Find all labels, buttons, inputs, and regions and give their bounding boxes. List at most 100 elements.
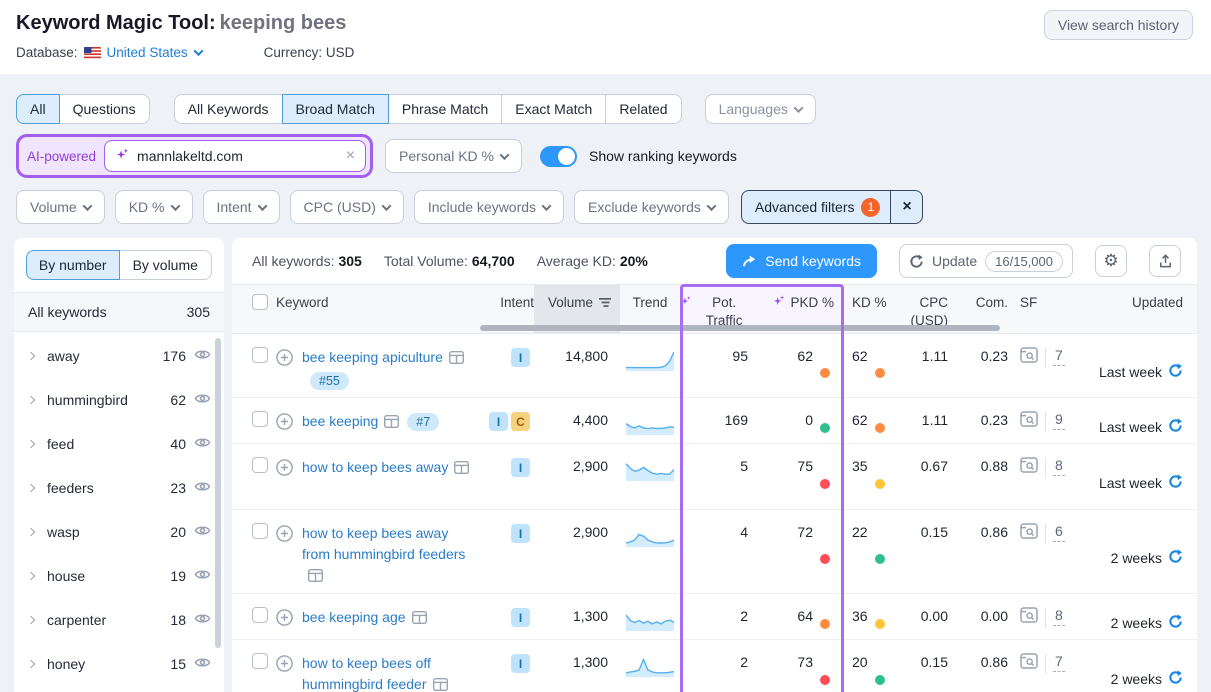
table-row[interactable]: how to keep bees away from hummingbird f…: [232, 510, 1197, 594]
horizontal-scrollbar[interactable]: [480, 325, 1000, 331]
sidebar-group-feed[interactable]: feed 40: [14, 422, 224, 466]
row-checkbox[interactable]: [252, 607, 268, 623]
refresh-row-icon[interactable]: [1168, 418, 1183, 436]
sort-by-number-button[interactable]: By number: [26, 250, 120, 280]
serp-preview-icon[interactable]: [411, 609, 427, 630]
exclude-keywords-dropdown[interactable]: Exclude keywords: [574, 190, 729, 224]
table-row[interactable]: bee keeping apiculture #55 I 14,800 95 62…: [232, 334, 1197, 398]
row-checkbox[interactable]: [252, 411, 268, 427]
sidebar-group-honey[interactable]: honey 15: [14, 642, 224, 686]
volume-filter-dropdown[interactable]: Volume: [16, 190, 105, 224]
add-keyword-icon[interactable]: [276, 459, 293, 509]
serp-features-count[interactable]: 7: [1053, 653, 1065, 672]
table-row[interactable]: bee keeping age I 1,300 2 64 36 0.00 0.0…: [232, 594, 1197, 640]
eye-icon[interactable]: [194, 524, 211, 540]
refresh-row-icon[interactable]: [1168, 363, 1183, 381]
sidebar-group-wasp[interactable]: wasp 20: [14, 510, 224, 554]
row-checkbox[interactable]: [252, 457, 268, 473]
sidebar-group-house[interactable]: house 19: [14, 554, 224, 598]
clear-input-icon[interactable]: ×: [345, 147, 356, 164]
serp-preview-icon[interactable]: [448, 349, 464, 370]
keyword-link[interactable]: bee keeping: [302, 413, 379, 429]
refresh-row-icon[interactable]: [1168, 474, 1183, 492]
eye-icon[interactable]: [194, 656, 211, 672]
serp-preview-icon[interactable]: [307, 567, 324, 588]
tab-all[interactable]: All: [16, 94, 60, 124]
intent-filter-dropdown[interactable]: Intent: [202, 190, 280, 224]
col-kd[interactable]: KD %: [852, 295, 887, 310]
serp-features-icon[interactable]: [1020, 457, 1038, 476]
languages-dropdown[interactable]: Languages: [704, 94, 816, 124]
tab-related[interactable]: Related: [605, 94, 682, 124]
serp-features-count[interactable]: 8: [1053, 457, 1065, 476]
keyword-link[interactable]: how to keep bees off hummingbird feeder: [302, 655, 431, 692]
refresh-row-icon[interactable]: [1168, 614, 1183, 632]
sidebar-group-feeders[interactable]: feeders 23: [14, 466, 224, 510]
tab-all-keywords[interactable]: All Keywords: [173, 94, 283, 124]
sidebar-group-carpenter[interactable]: carpenter 18: [14, 598, 224, 642]
eye-icon[interactable]: [194, 436, 211, 452]
keyword-link[interactable]: bee keeping apiculture: [302, 349, 443, 365]
keyword-link[interactable]: bee keeping age: [302, 609, 406, 625]
col-intent[interactable]: Intent: [500, 295, 534, 310]
database-selector[interactable]: United States: [107, 45, 204, 60]
add-keyword-icon[interactable]: [276, 609, 293, 639]
col-keyword[interactable]: Keyword: [276, 295, 329, 310]
cpc-filter-dropdown[interactable]: CPC (USD): [289, 190, 404, 224]
sort-by-volume-button[interactable]: By volume: [118, 250, 212, 280]
sidebar-group-pool[interactable]: pool11: [14, 686, 224, 692]
table-row[interactable]: how to keep bees away I 2,900 5 75 35 0.…: [232, 444, 1197, 510]
tab-exact-match[interactable]: Exact Match: [501, 94, 607, 124]
advanced-filters-button[interactable]: Advanced filters 1: [740, 190, 892, 224]
eye-icon[interactable]: [194, 612, 211, 628]
serp-features-icon[interactable]: [1020, 653, 1038, 672]
add-keyword-icon[interactable]: [276, 525, 293, 593]
serp-features-count[interactable]: 9: [1053, 411, 1065, 430]
add-keyword-icon[interactable]: [276, 413, 293, 443]
serp-features-icon[interactable]: [1020, 411, 1038, 430]
keyword-link[interactable]: how to keep bees away: [302, 459, 449, 475]
eye-icon[interactable]: [194, 568, 211, 584]
eye-icon[interactable]: [194, 348, 211, 364]
col-trend[interactable]: Trend: [632, 295, 668, 310]
table-row[interactable]: how to keep bees off hummingbird feeder …: [232, 640, 1197, 692]
serp-features-count[interactable]: 8: [1053, 607, 1065, 626]
sidebar-group-hummingbird[interactable]: hummingbird 62: [14, 378, 224, 422]
sidebar-group-away[interactable]: away 176: [14, 334, 224, 378]
tab-questions[interactable]: Questions: [58, 94, 150, 124]
serp-preview-icon[interactable]: [454, 459, 470, 480]
row-checkbox[interactable]: [252, 347, 268, 363]
col-cpc[interactable]: CPC (USD): [910, 295, 949, 328]
export-button[interactable]: [1149, 245, 1181, 277]
tab-phrase-match[interactable]: Phrase Match: [387, 94, 503, 124]
tab-broad-match[interactable]: Broad Match: [281, 94, 389, 124]
eye-icon[interactable]: [194, 392, 211, 408]
all-keywords-group[interactable]: All keywords 305: [14, 292, 224, 332]
serp-features-icon[interactable]: [1020, 347, 1038, 366]
serp-preview-icon[interactable]: [432, 676, 448, 692]
sidebar-scrollbar[interactable]: [215, 338, 221, 648]
add-keyword-icon[interactable]: [276, 655, 293, 692]
show-ranking-keywords-toggle[interactable]: [539, 145, 577, 167]
row-checkbox[interactable]: [252, 523, 268, 539]
col-sf[interactable]: SF: [1020, 295, 1038, 310]
serp-features-icon[interactable]: [1020, 607, 1038, 626]
include-keywords-dropdown[interactable]: Include keywords: [413, 190, 565, 224]
personal-kd-dropdown[interactable]: Personal KD %: [385, 139, 522, 173]
keyword-link[interactable]: how to keep bees away from hummingbird f…: [302, 525, 466, 562]
clear-advanced-filters-button[interactable]: ×: [891, 190, 924, 224]
serp-features-icon[interactable]: [1020, 523, 1038, 542]
update-button[interactable]: Update 16/15,000: [899, 244, 1073, 278]
serp-preview-icon[interactable]: [384, 413, 400, 434]
view-search-history-button[interactable]: View search history: [1043, 10, 1193, 40]
send-keywords-button[interactable]: Send keywords: [726, 244, 877, 278]
select-all-checkbox[interactable]: [252, 294, 268, 310]
col-com[interactable]: Com.: [975, 295, 1008, 310]
refresh-row-icon[interactable]: [1168, 549, 1183, 567]
serp-features-count[interactable]: 6: [1053, 523, 1065, 542]
eye-icon[interactable]: [194, 480, 211, 496]
ai-domain-input[interactable]: [137, 148, 339, 164]
kd-filter-dropdown[interactable]: KD %: [114, 190, 193, 224]
refresh-row-icon[interactable]: [1168, 670, 1183, 688]
